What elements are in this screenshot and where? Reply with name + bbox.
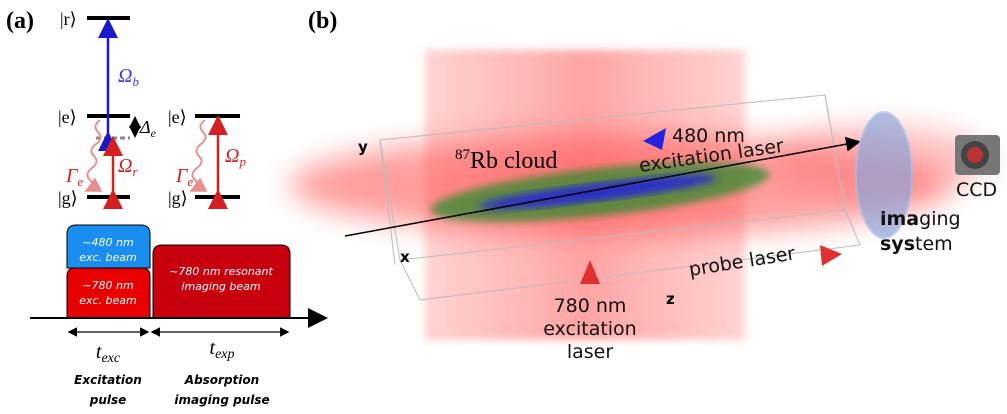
normal-part: ging [919, 208, 960, 230]
level-label: |g⟩ [168, 188, 188, 208]
subscript: b [132, 74, 139, 89]
axis-label: y [358, 138, 368, 156]
bold-part: ima [880, 208, 919, 230]
laser-label: excitation [543, 318, 636, 340]
omega-r: Ωr [118, 155, 138, 179]
symbol: Δ [139, 117, 151, 137]
level-label: |e⟩ [168, 107, 187, 127]
level-label: |g⟩ [58, 188, 78, 208]
gamma-e: Γe [175, 165, 193, 189]
beam-label: imaging beam [181, 280, 260, 293]
laser-label: laser [567, 341, 614, 363]
beam-label: exc. beam [79, 251, 137, 264]
panel-a: (a) |r⟩ |e⟩ |g⟩ |e⟩ |g⟩ Ωb Δe Ωr Γe Γe Ω… [6, 8, 324, 407]
decay-wave [192, 120, 205, 190]
t-exc: texc [96, 341, 121, 366]
subscript: e [151, 126, 157, 140]
panel-b: (b) 87Rb cloud 480 nm excitation laser p… [290, 8, 1000, 363]
beam-label: ~480 nm [82, 236, 133, 249]
ccd-label: CCD [956, 179, 997, 201]
omega-p: Ωp [225, 145, 246, 169]
text: Rb cloud [470, 148, 557, 174]
subscript: r [132, 164, 138, 179]
pulse-label: Excitation [74, 373, 142, 387]
bold-part: sys [880, 233, 915, 255]
laser-label: 780 nm [554, 295, 627, 317]
symbol: Ω [118, 65, 132, 87]
pulse-label: Absorption [184, 373, 259, 387]
red-beam-box [67, 268, 150, 318]
beam-label: ~780 nm resonant [169, 265, 273, 278]
subscript: e [77, 174, 83, 189]
panel-label: (a) [6, 8, 34, 34]
symbol: Ω [225, 145, 239, 167]
omega-b: Ωb [118, 65, 139, 89]
t-exp: texp [210, 337, 235, 362]
level-label: |r⟩ [60, 9, 77, 29]
delta-e: Δe [139, 117, 157, 140]
axis-label: x [400, 248, 410, 266]
subscript: p [238, 154, 246, 169]
imaging-label: system [880, 233, 953, 255]
imaging-label: imaging [880, 208, 961, 230]
beam-label: ~780 nm [82, 279, 133, 292]
superscript: 87 [455, 147, 471, 163]
ccd-camera [955, 135, 1000, 175]
subscript: exc [101, 351, 120, 366]
level-label: |e⟩ [58, 107, 77, 127]
subscript: e [187, 174, 193, 189]
beam-label: exc. beam [79, 294, 137, 307]
pulse-label: pulse [89, 393, 127, 407]
decay-wave [87, 120, 100, 190]
symbol: Ω [118, 155, 132, 177]
pulse-label: imaging pulse [174, 393, 269, 407]
subscript: exp [215, 347, 234, 362]
panel-label: (b) [308, 8, 337, 34]
axis-label: z [666, 290, 675, 308]
normal-part: tem [915, 233, 953, 255]
cloud-label: 87Rb cloud [455, 147, 557, 174]
figure: (a) |r⟩ |e⟩ |g⟩ |e⟩ |g⟩ Ωb Δe Ωr Γe Γe Ω… [0, 0, 1007, 414]
gamma-e: Γe [65, 165, 83, 189]
